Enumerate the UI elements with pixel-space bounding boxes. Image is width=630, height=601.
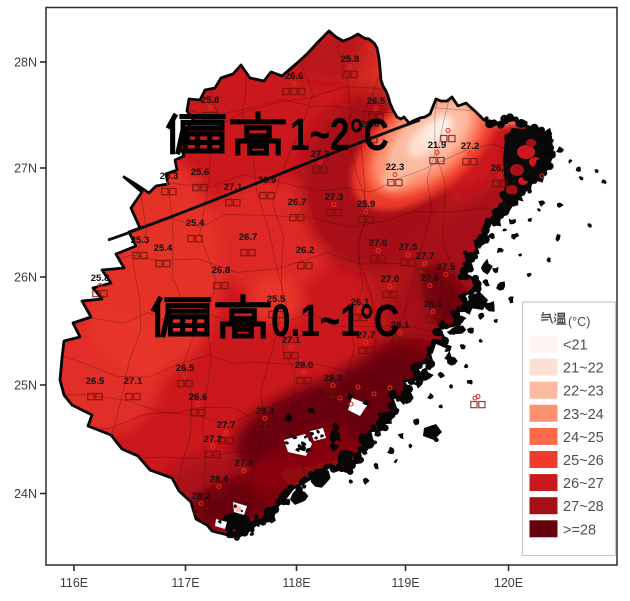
svg-text:26.7: 26.7 xyxy=(239,232,258,243)
svg-text:25.9: 25.9 xyxy=(357,199,376,210)
svg-text:>=28: >=28 xyxy=(563,522,596,538)
svg-text:28.3: 28.3 xyxy=(324,373,343,384)
svg-text:25.3: 25.3 xyxy=(131,235,150,246)
svg-text:27.2: 27.2 xyxy=(311,149,330,160)
svg-text:26.2: 26.2 xyxy=(296,245,315,256)
svg-text:25.3: 25.3 xyxy=(160,171,179,182)
svg-text:27.7: 27.7 xyxy=(416,251,435,262)
svg-text:28.3: 28.3 xyxy=(256,406,275,417)
svg-text:118E: 118E xyxy=(282,576,310,590)
svg-text:27.1: 27.1 xyxy=(224,182,243,193)
svg-text:22.3: 22.3 xyxy=(386,162,405,173)
svg-text:27.5: 27.5 xyxy=(437,262,456,273)
svg-text:28.4: 28.4 xyxy=(210,474,229,485)
svg-text:25N: 25N xyxy=(14,379,37,393)
svg-text:27.6: 27.6 xyxy=(421,273,440,284)
svg-text:(°C): (°C) xyxy=(568,315,590,329)
svg-text:25.5: 25.5 xyxy=(267,294,286,305)
svg-text:21.9: 21.9 xyxy=(428,140,447,151)
svg-text:25.6: 25.6 xyxy=(191,167,210,178)
svg-text:1~2°C: 1~2°C xyxy=(290,109,389,160)
svg-text:26.6: 26.6 xyxy=(361,119,380,130)
svg-text:28.1: 28.1 xyxy=(424,299,443,310)
svg-text:26N: 26N xyxy=(14,271,37,285)
svg-text:26.8: 26.8 xyxy=(212,265,231,276)
svg-text:26.5: 26.5 xyxy=(86,376,105,387)
svg-text:27~28: 27~28 xyxy=(563,499,604,515)
svg-text:23~24: 23~24 xyxy=(563,407,604,423)
svg-text:<21: <21 xyxy=(563,338,588,354)
svg-text:27.7: 27.7 xyxy=(217,420,236,431)
svg-text:26.5: 26.5 xyxy=(176,363,195,374)
svg-text:25.4: 25.4 xyxy=(154,243,173,254)
svg-text:26.7: 26.7 xyxy=(288,197,307,208)
svg-text:25~26: 25~26 xyxy=(563,453,604,469)
svg-text:28.1: 28.1 xyxy=(391,320,410,331)
svg-text:116E: 116E xyxy=(60,576,88,590)
svg-text:27.0: 27.0 xyxy=(381,274,400,285)
svg-text:25.8: 25.8 xyxy=(201,95,220,106)
svg-text:27.2: 27.2 xyxy=(461,141,480,152)
svg-text:25.8: 25.8 xyxy=(91,273,110,284)
svg-text:28.0: 28.0 xyxy=(295,360,314,371)
svg-text:26~27: 26~27 xyxy=(563,476,604,492)
svg-text:26.1: 26.1 xyxy=(351,297,370,308)
svg-text:27.7: 27.7 xyxy=(357,330,376,341)
svg-text:28N: 28N xyxy=(14,56,37,70)
svg-text:28.2: 28.2 xyxy=(192,491,211,502)
svg-text:27.1: 27.1 xyxy=(124,376,143,387)
svg-text:25.4: 25.4 xyxy=(186,218,205,229)
svg-text:24~25: 24~25 xyxy=(563,430,604,446)
svg-text:117E: 117E xyxy=(171,576,199,590)
svg-text:27.8: 27.8 xyxy=(235,458,254,469)
svg-text:27.6: 27.6 xyxy=(369,238,388,249)
svg-text:26.6: 26.6 xyxy=(189,392,208,403)
svg-text:27.1: 27.1 xyxy=(282,335,301,346)
svg-text:26.5: 26.5 xyxy=(367,96,386,107)
svg-text:21~22: 21~22 xyxy=(563,361,604,377)
svg-text:27N: 27N xyxy=(14,162,37,176)
svg-text:27.2: 27.2 xyxy=(204,434,223,445)
svg-text:119E: 119E xyxy=(391,576,419,590)
svg-text:26.9: 26.9 xyxy=(491,163,510,174)
svg-text:27.5: 27.5 xyxy=(399,242,418,253)
svg-text:22~23: 22~23 xyxy=(563,384,604,400)
svg-text:25.8: 25.8 xyxy=(341,54,360,65)
svg-text:27.3: 27.3 xyxy=(325,192,344,203)
svg-text:24N: 24N xyxy=(14,487,37,501)
svg-text:120E: 120E xyxy=(494,576,523,590)
svg-text:26.6: 26.6 xyxy=(285,71,304,82)
svg-text:0.1~1°C: 0.1~1°C xyxy=(271,295,399,346)
